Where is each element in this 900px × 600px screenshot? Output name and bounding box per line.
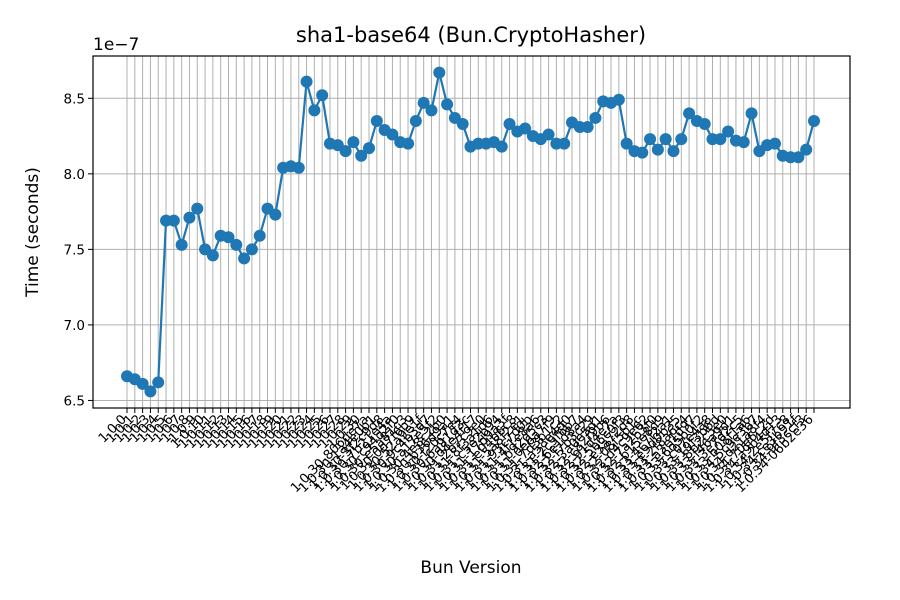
grid-layer [93, 56, 850, 408]
data-point [792, 151, 805, 164]
data-point [612, 93, 625, 106]
data-point [191, 202, 204, 215]
data-point [503, 117, 516, 130]
data-point [167, 214, 180, 227]
data-point [238, 252, 251, 265]
data-point [722, 125, 735, 138]
data-point [292, 161, 305, 174]
plot-frame [92, 55, 851, 409]
y-axis-multiplier: 1e−7 [93, 35, 139, 55]
data-point [636, 146, 649, 159]
data-point [409, 114, 422, 127]
data-point [402, 137, 415, 150]
data-point [558, 137, 571, 150]
data-point [519, 122, 532, 135]
x-axis: 1.0.01.0.11.0.21.0.31.0.41.0.51.0.61.0.7… [96, 408, 817, 496]
data-point [425, 104, 438, 117]
y-tick-label: 6.5 [64, 393, 85, 409]
data-point [363, 142, 376, 155]
data-point [300, 75, 313, 88]
y-tick-label: 7.0 [64, 318, 85, 334]
data-point [253, 229, 266, 242]
data-point [620, 137, 633, 150]
data-point [183, 211, 196, 224]
series-layer [121, 66, 820, 398]
data-point [456, 117, 469, 130]
data-point [683, 107, 696, 120]
data-point [768, 137, 781, 150]
data-point [136, 377, 149, 390]
data-point [339, 145, 352, 158]
data-point [175, 238, 188, 251]
y-tick-label: 8.0 [64, 167, 85, 183]
data-point [745, 107, 758, 120]
data-point [245, 243, 258, 256]
data-point [737, 136, 750, 149]
data-point [222, 231, 235, 244]
x-axis-label: Bun Version [420, 558, 521, 578]
data-point [800, 143, 813, 156]
chart-title: sha1-base64 (Bun.CryptoHasher) [296, 23, 646, 47]
data-point [644, 133, 657, 146]
data-point [370, 114, 383, 127]
data-point [581, 121, 594, 134]
data-point [316, 89, 329, 102]
data-point [808, 114, 820, 127]
data-point [144, 385, 157, 398]
y-axis-label: Time (seconds) [23, 167, 43, 298]
data-point [495, 140, 508, 153]
data-point [433, 66, 446, 79]
data-point [659, 133, 672, 146]
data-point [589, 111, 602, 124]
data-point [698, 117, 711, 130]
data-point [308, 104, 321, 117]
data-point [675, 133, 688, 146]
data-point [347, 136, 360, 149]
y-tick-label: 8.5 [64, 91, 85, 107]
data-point [355, 149, 368, 162]
y-tick-label: 7.5 [64, 242, 85, 258]
data-point [230, 238, 243, 251]
data-point [206, 249, 219, 262]
data-point [441, 98, 454, 111]
data-point [667, 145, 680, 158]
data-point [269, 208, 282, 221]
data-point [651, 143, 664, 156]
data-point [542, 128, 555, 141]
data-point [714, 133, 727, 146]
data-point [152, 376, 165, 389]
y-axis: 6.5 7.0 7.5 8.0 8.5 [64, 91, 93, 409]
data-point [386, 128, 399, 141]
data-point [417, 96, 430, 109]
